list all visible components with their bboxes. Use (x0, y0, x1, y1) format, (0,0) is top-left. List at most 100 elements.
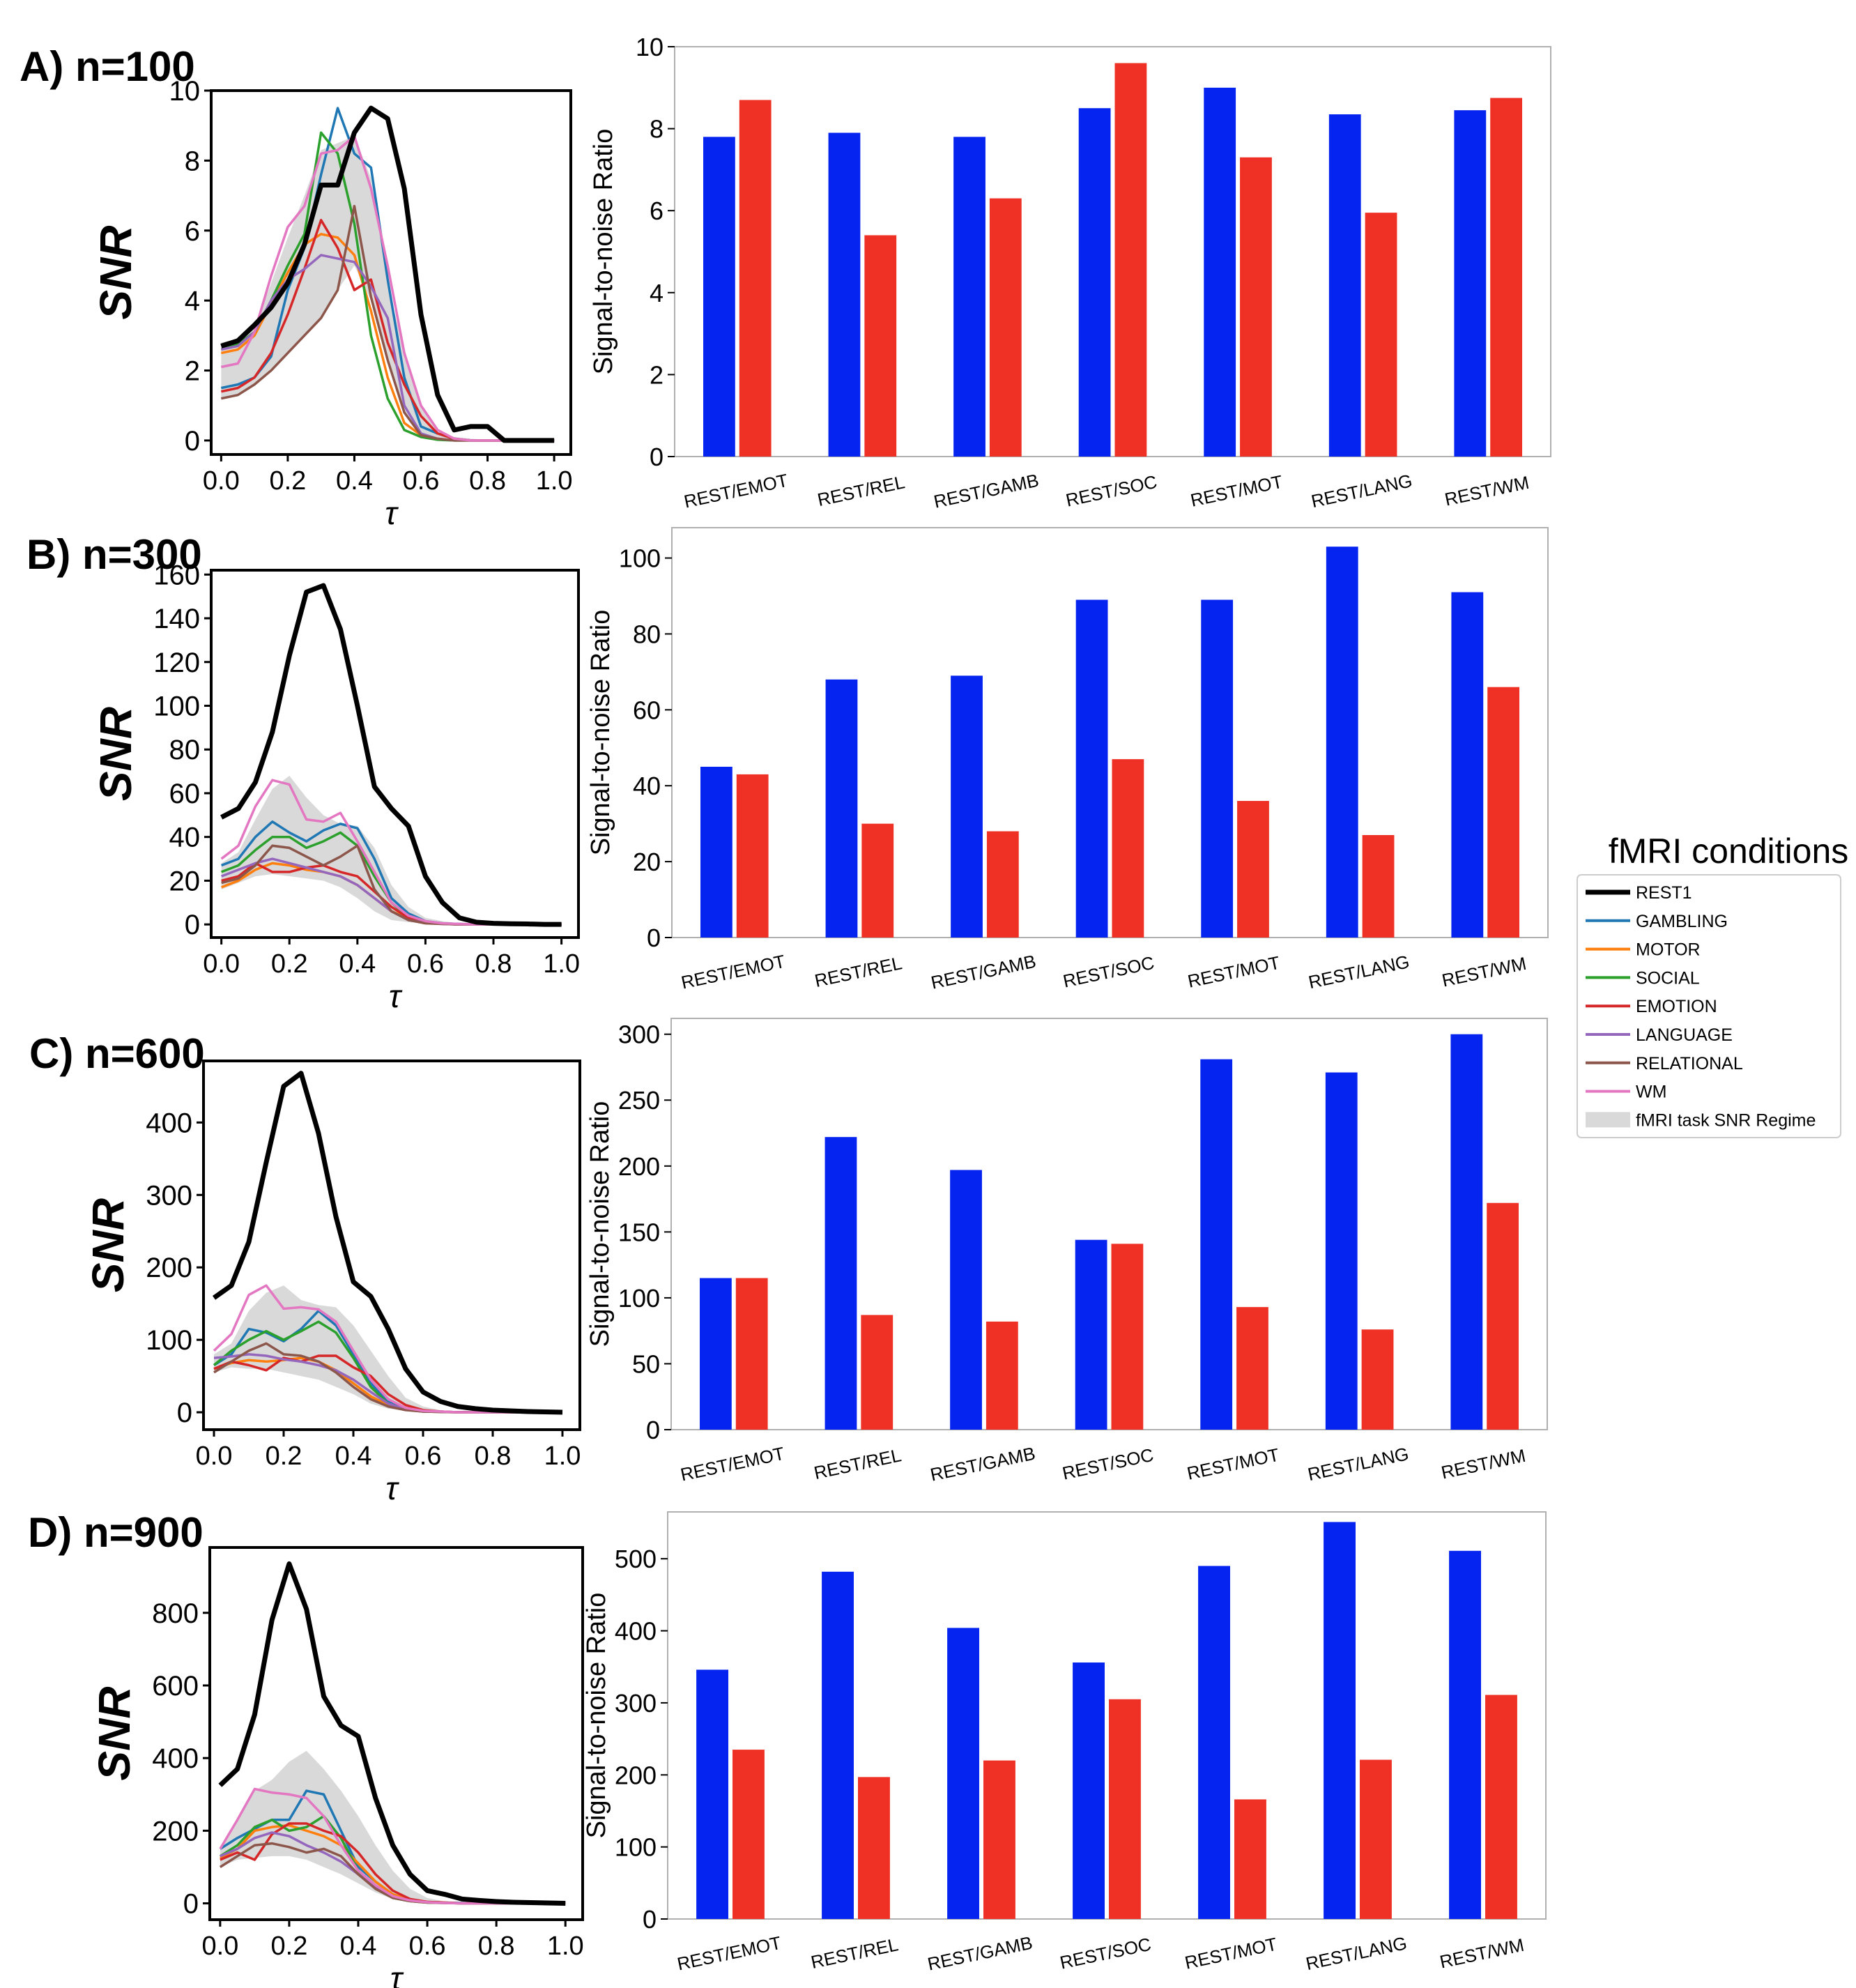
bar-task-rest-mot (1236, 1307, 1268, 1430)
y-tick-label: 600 (152, 1671, 199, 1702)
y-tick-label: 200 (618, 1152, 660, 1181)
line-chart-C-line: C) n=600 0.0 0.2 0.4 0.6 0.8 1.0 0 100 200 300 400 τ… (29, 1030, 581, 1506)
y-tick-label: 40 (169, 823, 201, 853)
series-line-rest1 (212, 1071, 563, 1415)
y-tick-label: 250 (618, 1086, 660, 1115)
x-axis-label: τ (389, 978, 403, 1014)
y-tick-label: 100 (146, 1325, 192, 1356)
bar-rest-rest-wm (1449, 1550, 1481, 1919)
y-tick-label: 100 (619, 544, 661, 573)
y-tick-label: 2 (650, 360, 664, 389)
category-label: REST/EMOT (675, 1932, 783, 1975)
category-label: REST/SOC (1061, 1444, 1156, 1484)
y-tick-label: 80 (169, 735, 201, 765)
bar-task-rest-soc (1112, 759, 1144, 938)
bar-rest-rest-gamb (951, 675, 983, 938)
x-tick-label: 0.4 (340, 1932, 377, 1961)
y-tick-label: 10 (636, 33, 664, 61)
legend: fMRI conditions REST1 GAMBLING MOTOR SOCIAL E… (1577, 832, 1848, 1138)
category-label: REST/MOT (1183, 1934, 1279, 1973)
y-tick-label: 20 (633, 848, 661, 876)
legend-label-relational: RELATIONAL (1636, 1054, 1743, 1073)
plot-frame (202, 1060, 581, 1431)
x-tick-label: 0.4 (335, 1442, 372, 1471)
y-tick-label: 6 (650, 197, 664, 225)
bar-task-rest-rel (861, 1315, 894, 1430)
x-tick-label: 0.6 (403, 466, 440, 496)
y-tick-label: 300 (146, 1180, 192, 1211)
x-tick-label: 0.4 (339, 949, 376, 979)
x-tick-label: 1.0 (547, 1932, 584, 1961)
bar-task-rest-gamb (989, 198, 1022, 457)
legend-swatch-regime (1586, 1112, 1630, 1128)
bar-rest-rest-rel (822, 1571, 854, 1919)
y-tick-label: 400 (152, 1743, 199, 1774)
x-axis-label: τ (385, 1470, 399, 1506)
legend-label-emotion: EMOTION (1636, 997, 1717, 1016)
plot-frame (210, 569, 580, 939)
bar-task-rest-soc (1111, 1244, 1144, 1430)
y-tick-label: 0 (643, 1905, 657, 1934)
category-label: REST/SOC (1058, 1934, 1153, 1973)
y-tick-label: 60 (169, 779, 201, 809)
y-tick-label: 150 (618, 1218, 660, 1246)
bar-rest-rest-emot (696, 1669, 728, 1919)
bar-rest-rest-mot (1201, 599, 1234, 938)
bar-task-rest-lang (1362, 835, 1395, 938)
bar-task-rest-mot (1240, 157, 1272, 457)
plot-frame (208, 1546, 584, 1921)
line-chart-D-line: D) n=900 0.0 0.2 0.4 0.6 0.8 1.0 0 200 400 600 800 τ… (28, 1509, 584, 1988)
bar-rest-rest-soc (1073, 1662, 1105, 1919)
bar-task-rest-emot (735, 1278, 768, 1430)
category-label: REST/SOC (1061, 952, 1156, 992)
y-tick-label: 100 (618, 1284, 660, 1313)
y-tick-label: 100 (153, 691, 200, 721)
y-tick-label: 0 (185, 426, 200, 457)
panel-label: D) n=900 (28, 1509, 204, 1556)
y-tick-label: 500 (615, 1545, 657, 1573)
category-label: REST/REL (809, 1934, 900, 1973)
legend-frame (1577, 874, 1841, 1138)
bar-rest-rest-lang (1324, 1522, 1356, 1919)
bar-task-rest-gamb (985, 1321, 1018, 1430)
plot-frame (210, 89, 572, 456)
bar-task-rest-wm (1485, 1695, 1517, 1919)
series-line-wm (220, 135, 555, 442)
y-tick-label: 100 (615, 1833, 657, 1862)
category-label: REST/WM (1440, 953, 1528, 991)
legend-label-motor: MOTOR (1636, 940, 1701, 960)
x-tick-label: 0.0 (203, 466, 240, 496)
category-label: REST/REL (815, 471, 907, 510)
bar-rest-rest-emot (699, 1278, 732, 1430)
y-tick-label: 40 (633, 772, 661, 800)
panel-label: C) n=600 (29, 1030, 205, 1077)
bar-task-rest-soc (1109, 1699, 1141, 1919)
category-label: REST/GAMB (928, 1443, 1037, 1485)
y-tick-label: 4 (185, 286, 200, 316)
bar-rest-rest-soc (1075, 1239, 1107, 1430)
x-tick-label: 0.8 (475, 949, 512, 979)
y-tick-label: 0 (647, 924, 661, 952)
y-tick-label: 0 (183, 1889, 199, 1920)
bar-rest-rest-lang (1326, 546, 1358, 938)
x-tick-label: 1.0 (543, 949, 580, 979)
bar-chart-A-bar: REST/EMOT REST/REL REST/GAMB REST/SOC REST/M… (589, 33, 1551, 512)
y-tick-label: 50 (632, 1349, 660, 1378)
bar-rest-rest-gamb (950, 1170, 982, 1430)
y-tick-label: 0 (177, 1398, 192, 1428)
bar-rest-rest-mot (1200, 1059, 1233, 1430)
category-label: REST/WM (1439, 1445, 1527, 1483)
y-tick-label: 8 (185, 146, 200, 176)
bar-task-rest-wm (1487, 687, 1520, 938)
category-label: REST/EMOT (679, 1443, 787, 1485)
y-tick-label: 200 (152, 1816, 199, 1846)
x-axis-label: τ (385, 495, 399, 531)
x-tick-label: 0.8 (478, 1932, 515, 1961)
y-tick-label: 0 (650, 443, 664, 471)
bar-task-rest-emot (733, 1750, 765, 1919)
bar-rest-rest-gamb (953, 137, 985, 457)
y-axis-label: Signal-to-noise Ratio (589, 129, 618, 375)
bar-rest-rest-soc (1075, 599, 1108, 938)
x-tick-label: 0.2 (269, 466, 306, 496)
